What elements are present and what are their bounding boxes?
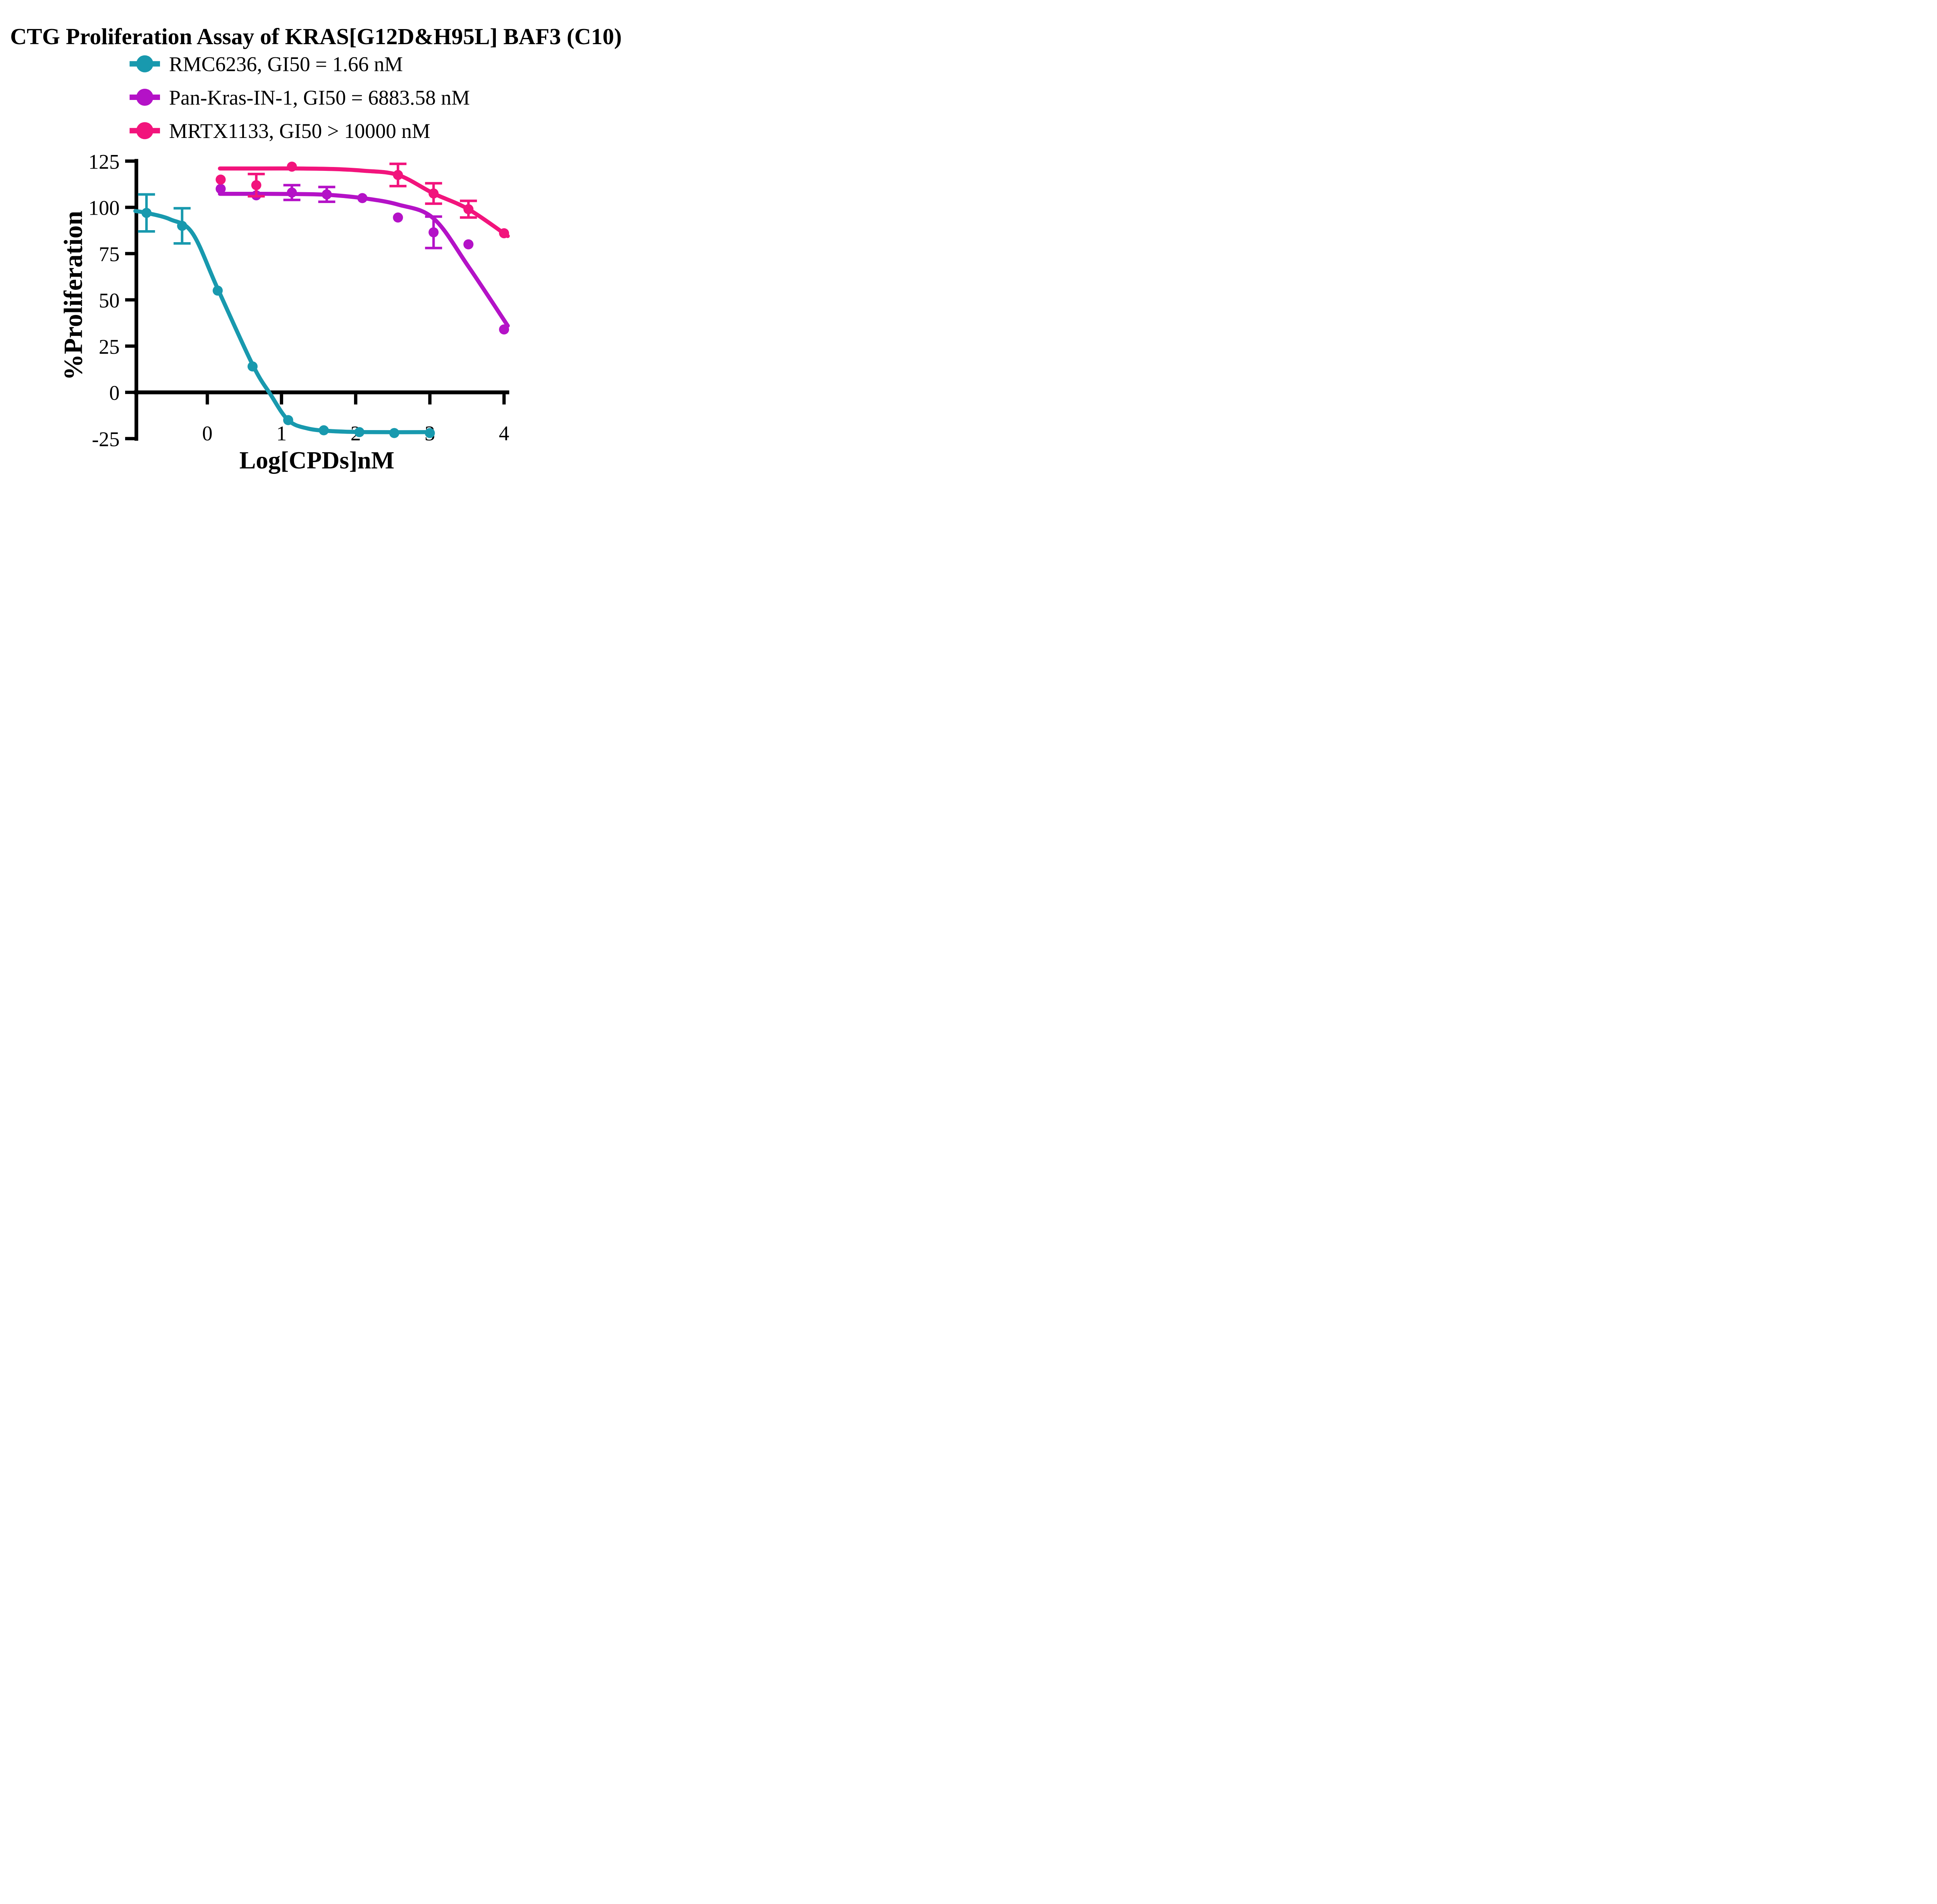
data-point xyxy=(283,415,293,425)
y-tick-label: -25 xyxy=(92,428,120,451)
data-point xyxy=(215,174,226,185)
x-axis-title: Log[CPDs]nM xyxy=(239,446,394,474)
legend-item-mrtx1133: MRTX1133, GI50 > 10000 nM xyxy=(129,119,430,143)
data-point xyxy=(428,227,439,238)
data-point xyxy=(318,425,329,436)
y-axis-title: %Proliferation xyxy=(58,211,88,380)
data-point xyxy=(251,180,261,190)
legend-item-pan-kras-in-1: Pan-Kras-IN-1, GI50 = 6883.58 nM xyxy=(129,86,470,109)
data-point xyxy=(215,184,226,194)
y-tick-label: 25 xyxy=(99,335,120,358)
data-point xyxy=(322,189,332,200)
series-curve xyxy=(218,166,510,238)
data-point xyxy=(287,187,297,198)
x-tick-label: 1 xyxy=(276,422,287,445)
proliferation-assay-chart: CTG Proliferation Assay of KRAS[G12D&H95… xyxy=(0,0,631,476)
legend-label-rmc6236: RMC6236, GI50 = 1.66 nM xyxy=(169,53,403,76)
x-tick-label: 0 xyxy=(202,422,213,445)
y-tick-label: 125 xyxy=(88,150,120,173)
data-point xyxy=(354,427,365,437)
y-tick-label: 75 xyxy=(99,243,120,266)
legend-label-pan-kras-in-1: Pan-Kras-IN-1, GI50 = 6883.58 nM xyxy=(169,86,470,109)
legend-marker-pan-kras-in-1 xyxy=(136,89,153,106)
chart-svg: CTG Proliferation Assay of KRAS[G12D&H95… xyxy=(10,24,622,474)
data-point xyxy=(499,324,509,335)
data-point xyxy=(389,428,399,438)
y-tick-label: 50 xyxy=(99,289,120,312)
data-point xyxy=(247,361,258,372)
series-curve xyxy=(133,209,432,434)
legend-item-rmc6236: RMC6236, GI50 = 1.66 nM xyxy=(129,53,403,76)
legend: RMC6236, GI50 = 1.66 nM Pan-Kras-IN-1, G… xyxy=(129,53,470,143)
data-point xyxy=(177,220,188,231)
y-tick-label: 100 xyxy=(88,196,120,220)
legend-marker-rmc6236 xyxy=(136,55,153,72)
data-point xyxy=(425,428,435,438)
series-curve xyxy=(218,191,510,328)
data-point xyxy=(463,204,474,214)
data-point xyxy=(393,212,403,223)
data-point xyxy=(428,188,439,199)
data-point xyxy=(463,239,474,250)
data-point xyxy=(393,170,403,180)
data-point xyxy=(499,228,509,238)
data-point xyxy=(357,193,368,203)
legend-marker-mrtx1133 xyxy=(136,122,153,139)
data-point xyxy=(212,286,223,296)
legend-label-mrtx1133: MRTX1133, GI50 > 10000 nM xyxy=(169,119,430,143)
data-point xyxy=(287,162,297,172)
data-point xyxy=(141,208,152,218)
x-tick-label: 4 xyxy=(499,422,509,445)
chart-title: CTG Proliferation Assay of KRAS[G12D&H95… xyxy=(10,24,622,49)
y-tick-label: 0 xyxy=(109,381,120,405)
